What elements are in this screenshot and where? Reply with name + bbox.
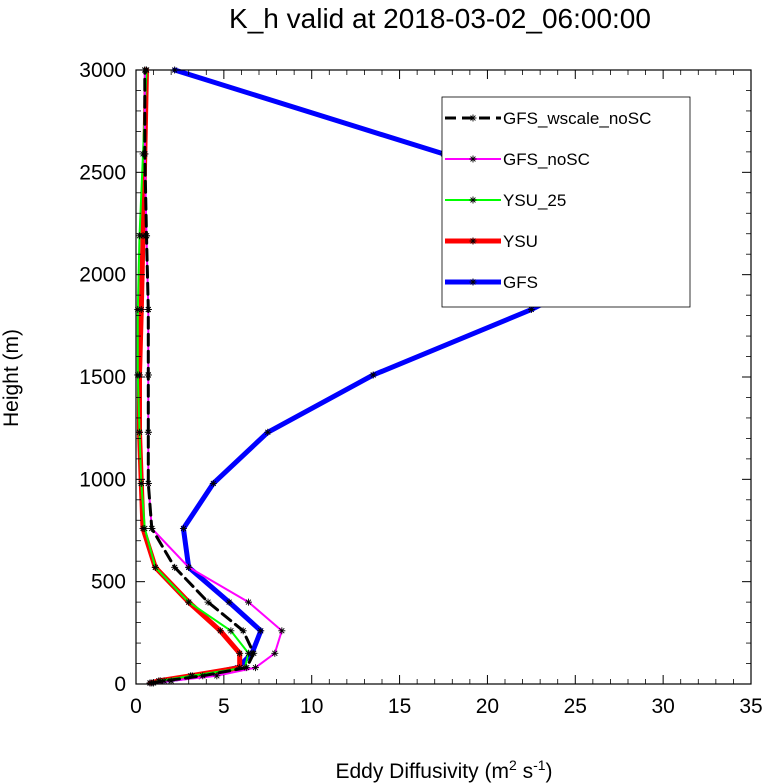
- x-tick-label: 30: [651, 695, 674, 718]
- data-point-gfs-wscale-nosc-13: [143, 232, 151, 240]
- x-tick-label: 20: [476, 695, 499, 718]
- ticks-layer: 0 5 10 15 20 25 30 35 0 500 1000 1500 2000 2500 3000: [79, 59, 762, 718]
- y-tick-label: 500: [91, 571, 126, 594]
- data-point-gfs-6: [225, 598, 233, 606]
- data-point-gfs-nosc-5: [278, 627, 286, 635]
- legend-label: GFS_noSC: [503, 150, 590, 169]
- legend-box: [441, 96, 691, 308]
- legend-item-gfs-wscale-nosc: GFS_wscale_noSC: [445, 109, 651, 128]
- y-axis-label: Height (m): [0, 329, 23, 427]
- data-point-ysu-25-10: [136, 428, 144, 436]
- data-point-gfs-10: [264, 428, 272, 436]
- data-point-gfs-wscale-nosc-7: [171, 563, 179, 571]
- data-point-gfs-wscale-nosc-0: [148, 679, 156, 687]
- data-point-gfs-wscale-nosc-6: [204, 598, 212, 606]
- y-tick-label: 2000: [79, 264, 126, 287]
- data-point-gfs-nosc-6: [244, 598, 252, 606]
- data-point-gfs-11: [369, 371, 377, 379]
- legend-item-ysu-25: YSU_25: [445, 191, 566, 210]
- legend-item-gfs: GFS: [445, 273, 538, 292]
- data-point-gfs-nosc-2: [213, 672, 221, 680]
- data-point-ysu-25-5: [227, 627, 235, 635]
- data-point-ysu-25-9: [137, 479, 145, 487]
- legend-label: GFS_wscale_noSC: [503, 109, 651, 128]
- data-point-gfs-nosc-7: [185, 563, 193, 571]
- x-tick-label: 10: [300, 695, 323, 718]
- data-point-ysu-25-13: [136, 232, 144, 240]
- data-point-gfs-wscale-nosc-1: [160, 677, 168, 685]
- data-point-gfs-12: [527, 305, 535, 313]
- y-tick-label: 0: [114, 673, 126, 696]
- data-point-gfs-wscale-nosc-11: [144, 371, 152, 379]
- data-point-gfs-5: [257, 627, 265, 635]
- x-axis-label: Eddy Diffusivity (m2 s-1): [335, 757, 552, 783]
- data-point-ysu-25-7: [151, 563, 159, 571]
- x-tick-label: 15: [388, 695, 411, 718]
- chart-title: K_h valid at 2018-03-02_06:00:00: [229, 3, 651, 34]
- data-point-gfs-9: [209, 479, 217, 487]
- data-point-ysu-25-8: [141, 524, 149, 532]
- data-point-gfs-nosc-3: [251, 664, 259, 672]
- y-tick-label: 1500: [79, 366, 126, 389]
- legend-item-ysu: YSU: [445, 232, 538, 251]
- series-line-gfs-wscale-nosc: [143, 68, 256, 685]
- data-point-ysu-4: [236, 649, 244, 657]
- series-ysu: [136, 66, 244, 687]
- data-point-gfs-wscale-nosc-10: [144, 428, 152, 436]
- legend-marker: [469, 237, 477, 245]
- data-point-gfs-wscale-nosc-8: [148, 524, 156, 532]
- legend-label: GFS: [503, 273, 538, 292]
- data-point-gfs-wscale-nosc-5: [239, 627, 247, 635]
- data-point-gfs-wscale-nosc-14: [141, 150, 149, 158]
- legend-marker: [469, 278, 477, 286]
- data-point-gfs-wscale-nosc-3: [243, 664, 251, 672]
- data-point-gfs-8: [179, 524, 187, 532]
- legend-marker: [469, 114, 477, 122]
- data-point-ysu-5: [216, 627, 224, 635]
- series-gfs-wscale-nosc: [141, 66, 258, 687]
- y-tick-label: 2500: [79, 161, 126, 184]
- legend-label: YSU_25: [503, 191, 566, 210]
- legend-marker: [469, 196, 477, 204]
- x-tick-label: 5: [218, 695, 230, 718]
- series-line-ysu-25: [136, 69, 250, 684]
- legend: GFS_wscale_noSC GFS_noSC YSU_25 YSU GFS: [441, 96, 691, 308]
- series-gfs-nosc: [141, 66, 286, 687]
- data-point-gfs-wscale-nosc-12: [144, 305, 152, 313]
- series-line-ysu: [137, 67, 243, 686]
- y-tick-label: 3000: [79, 59, 126, 82]
- x-tick-label: 35: [739, 695, 762, 718]
- y-tick-label: 1000: [79, 468, 126, 491]
- legend-label: YSU: [503, 232, 538, 251]
- data-point-gfs-wscale-nosc-9: [144, 479, 152, 487]
- data-point-gfs-wscale-nosc-2: [199, 672, 207, 680]
- data-point-gfs-wscale-nosc-4: [250, 649, 258, 657]
- x-tick-label: 25: [564, 695, 587, 718]
- data-point-gfs-nosc-4: [271, 649, 279, 657]
- legend-marker: [469, 155, 477, 163]
- data-point-ysu-25-6: [185, 598, 193, 606]
- x-tick-label: 0: [130, 695, 142, 718]
- legend-item-gfs-nosc: GFS_noSC: [445, 150, 590, 169]
